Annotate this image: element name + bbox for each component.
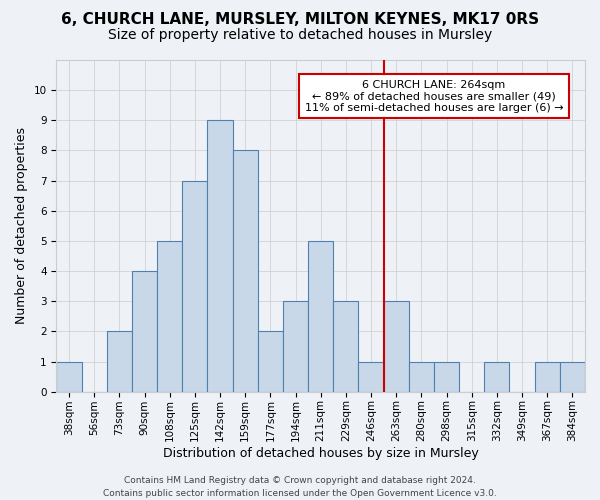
Bar [333,301,358,392]
Bar [132,271,157,392]
Text: Contains HM Land Registry data © Crown copyright and database right 2024.
Contai: Contains HM Land Registry data © Crown c… [103,476,497,498]
Text: Size of property relative to detached houses in Mursley: Size of property relative to detached ho… [108,28,492,42]
Bar [258,332,283,392]
Bar [107,332,132,392]
Bar [182,180,208,392]
Bar [358,362,383,392]
Text: 6 CHURCH LANE: 264sqm
← 89% of detached houses are smaller (49)
11% of semi-deta: 6 CHURCH LANE: 264sqm ← 89% of detached … [305,80,563,113]
Bar [434,362,459,392]
Bar [56,362,82,392]
Bar [409,362,434,392]
Bar [560,362,585,392]
Bar [283,301,308,392]
Bar [383,301,409,392]
Y-axis label: Number of detached properties: Number of detached properties [15,128,28,324]
Bar [157,241,182,392]
Bar [208,120,233,392]
Bar [535,362,560,392]
Bar [233,150,258,392]
X-axis label: Distribution of detached houses by size in Mursley: Distribution of detached houses by size … [163,447,479,460]
Text: 6, CHURCH LANE, MURSLEY, MILTON KEYNES, MK17 0RS: 6, CHURCH LANE, MURSLEY, MILTON KEYNES, … [61,12,539,28]
Bar [484,362,509,392]
Bar [308,241,333,392]
